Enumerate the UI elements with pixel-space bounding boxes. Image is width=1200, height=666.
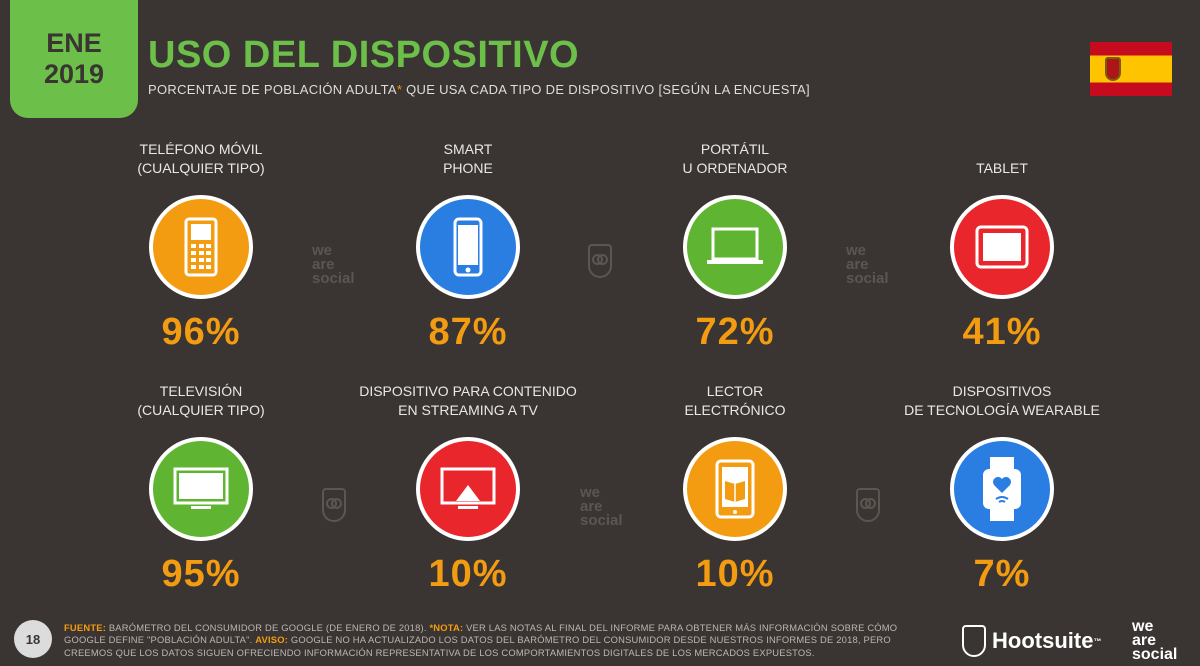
watermark-line: we	[580, 484, 601, 501]
we-are-social-logo: we are social	[1132, 618, 1178, 663]
footnote-fuente-text: BARÓMETRO DEL CONSUMIDOR DE GOOGLE (DE E…	[106, 622, 430, 633]
footnote: FUENTE: BARÓMETRO DEL CONSUMIDOR DE GOOG…	[64, 622, 934, 659]
laptop-icon	[707, 227, 763, 264]
device-value: 41%	[962, 311, 1042, 353]
we-are-social-watermark-icon: we are social	[580, 484, 623, 529]
watermark-line: social	[580, 512, 623, 529]
watermark-line: we	[846, 242, 867, 259]
we-are-social-watermark-icon: we are social	[846, 242, 889, 287]
device-circle	[683, 437, 787, 541]
device-mobile-phone: TELÉFONO MÓVIL (CUALQUIER TIPO) 96%	[81, 138, 321, 354]
watermark-line: social	[846, 270, 889, 287]
device-label: TELÉFONO MÓVIL (CUALQUIER TIPO)	[137, 141, 265, 176]
logo-line: social	[1132, 646, 1178, 663]
watermark-line: are	[312, 256, 335, 273]
device-television: TELEVISIÓN (CUALQUIER TIPO) 95%	[81, 380, 321, 596]
device-circle	[416, 437, 520, 541]
device-label: TABLET	[976, 160, 1028, 176]
watermark-line: social	[312, 270, 355, 287]
subtitle-asterisk: *	[396, 82, 403, 97]
device-smartphone: SMART PHONE 87%	[348, 138, 588, 354]
device-circle	[683, 195, 787, 299]
page-subtitle: PORCENTAJE DE POBLACIÓN ADULTA* QUE USA …	[148, 82, 810, 97]
footnote-nota-text: VER LAS NOTAS AL FINAL DEL INFORME PARA …	[64, 622, 898, 646]
ereader-icon	[715, 459, 755, 519]
hootsuite-watermark-icon	[588, 244, 612, 278]
device-label: DISPOSITIVO PARA CONTENIDO EN STREAMING …	[359, 383, 577, 418]
page-number: 18	[14, 620, 52, 658]
device-tablet: TABLET 41%	[882, 138, 1122, 354]
device-circle	[149, 437, 253, 541]
hootsuite-trademark: ™	[1093, 636, 1102, 646]
device-value: 7%	[973, 553, 1031, 595]
watermark-line: are	[580, 498, 603, 515]
device-label: DISPOSITIVOS DE TECNOLOGÍA WEARABLE	[904, 383, 1100, 418]
device-value: 95%	[161, 553, 241, 595]
date-badge-month: ENE	[46, 28, 102, 58]
device-circle	[950, 437, 1054, 541]
date-badge: ENE 2019	[10, 0, 138, 118]
footnote-nota-label: *NOTA:	[429, 622, 464, 633]
television-icon	[173, 467, 229, 509]
logo-line: are	[1132, 632, 1157, 649]
watermark-line: are	[846, 256, 869, 273]
device-circle	[416, 195, 520, 299]
watermark-line: we	[312, 242, 333, 259]
device-label: LECTOR ELECTRÓNICO	[684, 383, 786, 418]
device-ereader: LECTOR ELECTRÓNICO 10%	[615, 380, 855, 596]
device-label: TELEVISIÓN (CUALQUIER TIPO)	[137, 383, 265, 418]
device-value: 10%	[428, 553, 508, 595]
logo-line: we	[1132, 618, 1154, 635]
tablet-icon	[975, 225, 1029, 269]
we-are-social-watermark-icon: we are social	[312, 242, 355, 287]
device-value: 72%	[695, 311, 775, 353]
device-label: SMART PHONE	[443, 141, 493, 176]
device-label: PORTÁTIL U ORDENADOR	[682, 141, 788, 176]
hootsuite-wordmark: Hootsuite	[992, 628, 1094, 653]
streaming-device-icon	[440, 467, 496, 509]
device-streaming: DISPOSITIVO PARA CONTENIDO EN STREAMING …	[348, 380, 588, 596]
smartphone-icon	[453, 217, 483, 277]
page-title: USO DEL DISPOSITIVO	[148, 34, 580, 76]
hootsuite-watermark-icon	[856, 488, 880, 522]
device-circle	[149, 195, 253, 299]
footnote-fuente-label: FUENTE:	[64, 622, 107, 633]
device-wearable: DISPOSITIVOS DE TECNOLOGÍA WEARABLE 7%	[882, 380, 1122, 596]
date-badge-year: 2019	[43, 59, 105, 89]
footnote-aviso-label: AVISO:	[255, 634, 289, 646]
device-laptop: PORTÁTIL U ORDENADOR 72%	[615, 138, 855, 354]
device-value: 10%	[695, 553, 775, 595]
hootsuite-watermark-icon	[322, 488, 346, 522]
device-value: 87%	[428, 311, 508, 353]
smartwatch-icon	[983, 457, 1021, 521]
device-value: 96%	[161, 311, 241, 353]
subtitle-rest: QUE USA CADA TIPO DE DISPOSITIVO [SEGÚN …	[402, 82, 810, 97]
hootsuite-logo: Hootsuite ™	[962, 622, 1101, 660]
subtitle-main: PORCENTAJE DE POBLACIÓN ADULTA	[148, 82, 397, 97]
mobile-phone-icon	[184, 217, 218, 277]
footnote-aviso-text: GOOGLE NO HA ACTUALIZADO LOS DATOS DEL B…	[64, 634, 891, 658]
spain-flag-icon	[1090, 42, 1172, 96]
hootsuite-owl-icon	[962, 625, 986, 657]
device-circle	[950, 195, 1054, 299]
